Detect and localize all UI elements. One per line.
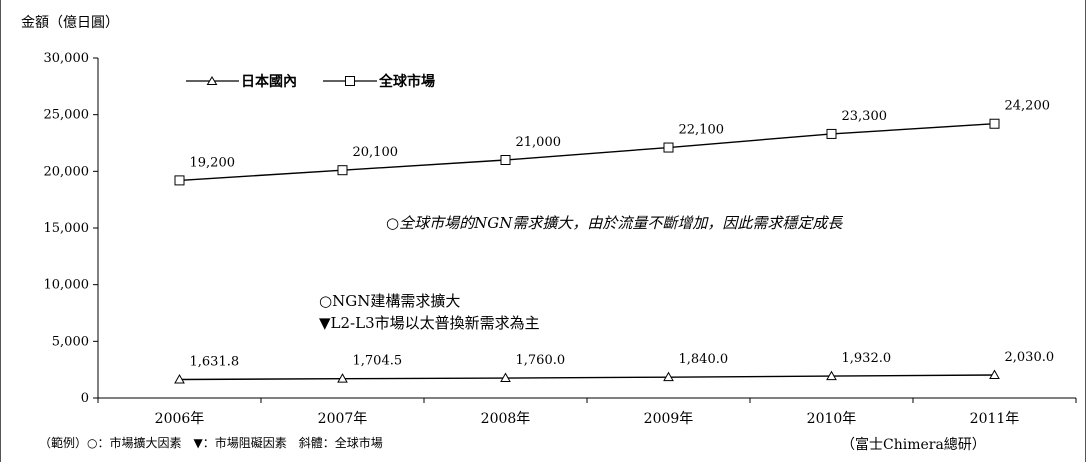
data-label-domestic: 1,932.0 <box>842 351 892 366</box>
legend-marker-global <box>345 76 355 86</box>
y-tick-label: 10,000 <box>44 278 90 293</box>
x-tick-label: 2011年 <box>970 411 1020 427</box>
data-point-global <box>826 128 837 139</box>
data-label-domestic: 2,030.0 <box>1005 350 1055 365</box>
y-tick-label: 0 <box>81 391 89 406</box>
data-point-domestic <box>826 370 837 381</box>
annotation-l2l3: ▼L2-L3市場以太普換新需求為主 <box>319 314 540 332</box>
y-tick-label: 20,000 <box>44 164 90 179</box>
data-label-global: 21,000 <box>516 135 562 150</box>
x-tick-label: 2008年 <box>481 411 531 427</box>
data-point-global <box>174 175 185 186</box>
data-label-domestic: 1,704.5 <box>353 354 403 369</box>
y-tick-label: 30,000 <box>44 51 90 66</box>
data-point-domestic <box>174 373 185 384</box>
data-point-domestic <box>989 369 1000 379</box>
x-axis: 2006年 2007年 2008年 2009年 2010年 2011年 <box>97 397 1077 427</box>
data-point-domestic <box>663 371 674 382</box>
source-note: （富士Chimera總研） <box>841 436 986 453</box>
data-label-domestic: 1,760.0 <box>516 353 566 368</box>
annotation-ngn: ○NGN建構需求擴大 <box>319 292 460 310</box>
data-label-domestic: 1,840.0 <box>679 352 729 367</box>
data-point-global <box>337 165 348 176</box>
data-point-domestic <box>500 372 511 383</box>
x-tick-label: 2006年 <box>155 411 205 427</box>
data-label-domestic: 1,631.8 <box>190 355 240 370</box>
data-label-global: 22,100 <box>679 123 725 138</box>
data-label-global: 20,100 <box>353 145 399 160</box>
y-axis-title: 金額（億日圓） <box>21 15 119 31</box>
data-label-global: 24,200 <box>1005 99 1051 114</box>
annotation-global: ○全球市場的NGN需求擴大，由於流量不斷增加，因此需求穩定成長 <box>386 214 843 232</box>
data-point-global <box>663 142 674 153</box>
series-global: 19,200 20,100 21,000 22,100 23,300 24,200 <box>174 99 1051 186</box>
series-line-domestic <box>179 374 995 381</box>
legend-marker-domestic <box>206 76 218 85</box>
y-tick-label: 5,000 <box>52 334 89 349</box>
data-label-global: 23,300 <box>842 109 888 124</box>
legend-label-global: 全球市場 <box>378 73 435 90</box>
y-tick-label: 15,000 <box>44 221 90 236</box>
data-point-global <box>500 155 511 165</box>
data-point-domestic <box>337 373 348 383</box>
series-domestic: 1,631.8 1,704.5 1,760.0 1,840.0 1,932.0 2,030… <box>174 350 1055 384</box>
series-layer: 1,631.8 1,704.5 1,760.0 1,840.0 1,932.0 2,030… <box>174 99 1055 384</box>
footnote: （範例）○：市場擴大因素 ▼：市場阻礙因素 斜體：全球市場 <box>39 435 383 450</box>
legend: 日本國內 全球市場 <box>186 73 435 90</box>
legend-label-domestic: 日本國內 <box>241 73 297 90</box>
y-axis: 0 5,000 10,000 15,000 20,000 25,000 30,000 <box>44 51 99 406</box>
data-label-global: 19,200 <box>190 155 236 170</box>
y-tick-label: 25,000 <box>44 108 90 123</box>
x-tick-label: 2007年 <box>318 411 368 427</box>
data-point-global <box>989 118 1000 129</box>
x-tick-label: 2010年 <box>807 411 857 427</box>
series-line-global <box>179 123 995 182</box>
x-tick-label: 2009年 <box>644 411 694 427</box>
